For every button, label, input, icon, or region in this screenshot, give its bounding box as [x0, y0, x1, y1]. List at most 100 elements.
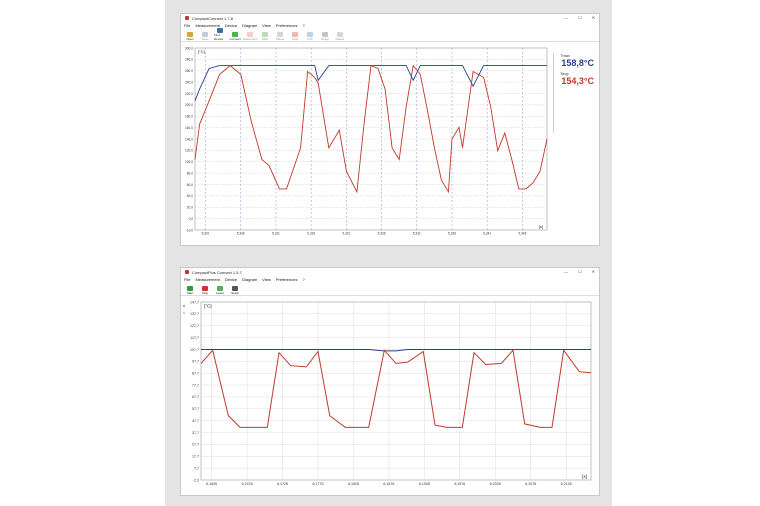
y-tick-label: 47,7 [192, 419, 199, 423]
menu-measurement[interactable]: Measurement [195, 277, 220, 282]
y-tick-label: 87,7 [192, 372, 199, 376]
connect-icon [232, 32, 238, 37]
series-max-line [201, 349, 591, 352]
compactconnect-window: CompactConnect 1.7.8 — ☐ ✕ File Measureme… [180, 13, 600, 246]
x-tick-label: 5,311 [272, 232, 280, 236]
y-tick-label: 140,0 [185, 137, 193, 141]
maximize-icon[interactable]: ☐ [578, 269, 582, 274]
menu-diagram[interactable]: Diagram [242, 277, 258, 282]
info-button[interactable]: Info [304, 32, 316, 41]
setup-button[interactable]: Setup [319, 32, 331, 41]
menu-preferences[interactable]: Preferences [275, 277, 298, 282]
toolbar-label: Connect [229, 37, 241, 41]
disconnect-icon [247, 32, 253, 37]
menu-help[interactable]: ? [302, 277, 305, 282]
menu-device[interactable]: Device [224, 277, 238, 282]
save-icon [202, 32, 208, 37]
y-tick-label: 77,7 [192, 383, 199, 387]
y-tick-label: 67,7 [192, 395, 199, 399]
toolbar-label: Stop [291, 37, 299, 41]
info-icon [307, 32, 313, 37]
stop-button[interactable]: Stop [289, 32, 301, 41]
plot-area [200, 301, 592, 481]
menu-file[interactable]: File [184, 277, 191, 282]
x-tick-label: 6,1826 [348, 482, 359, 486]
toolbar-label: Leave [215, 291, 225, 295]
delete-button[interactable]: Delete [334, 32, 346, 41]
menu-device[interactable]: Device [224, 23, 238, 28]
tmax-value: 158,8°C [561, 58, 594, 68]
menu-file[interactable]: File [184, 23, 191, 28]
y-unit-label: [°C] [198, 49, 205, 54]
x-tick-label: 5,301 [202, 232, 210, 236]
y-tick-label: 7,7 [194, 466, 199, 470]
find-device-button[interactable]: Find Device [214, 28, 226, 41]
title-bar: CompactPlus Connect 1.5.7 — ☐ ✕ [181, 268, 599, 276]
readout-panel: Tmax 158,8°C Tavg 154,3°C [553, 53, 598, 133]
setup-button[interactable]: Setup [229, 286, 241, 295]
y-tick-label: 80,0 [187, 171, 193, 175]
leave-button[interactable]: Leave [214, 286, 226, 295]
app-icon [185, 270, 189, 274]
toolbar-label: Find Device [214, 33, 224, 41]
close-icon[interactable]: ✕ [591, 269, 595, 274]
temperature-chart: 300,0 280,0 260,0 240,0 220,0 200,0 180,0 160,0… [185, 46, 548, 236]
compactplus-connect-window: CompactPlus Connect 1.5.7 — ☐ ✕ File Meas… [180, 267, 600, 496]
toolbar-label: Pause [275, 37, 285, 41]
find-device-icon [217, 28, 223, 33]
y-tick-label: 260,0 [185, 69, 193, 73]
maximize-icon[interactable]: ☐ [578, 15, 582, 20]
y-tick-label: 300,0 [185, 46, 193, 50]
leave-icon [217, 286, 223, 291]
x-tick-label: 6,1976 [454, 482, 465, 486]
menu-view[interactable]: View [262, 277, 271, 282]
pause-icon [277, 32, 283, 37]
pause-button[interactable]: Pause [274, 32, 286, 41]
y-tick-label: 117,7 [190, 336, 199, 340]
y-tick-label: 20,0 [187, 206, 193, 210]
x-tick-label: 6,2026 [490, 482, 501, 486]
x-tick-label: 6,1676 [242, 482, 253, 486]
y-tick-label: 120,0 [185, 149, 193, 153]
setup-icon [322, 32, 328, 37]
start-button[interactable]: Start [259, 32, 271, 41]
setup-icon [232, 286, 238, 291]
y-tick-label: -2,3 [193, 478, 199, 482]
menu-preferences[interactable]: Preferences [275, 23, 298, 28]
start-icon [187, 286, 193, 291]
plot-area [194, 47, 548, 231]
y-tick-label: 220,0 [185, 92, 193, 96]
close-icon[interactable]: ✕ [591, 15, 595, 20]
x-tick-label: 5,326 [378, 232, 386, 236]
y-tick-label: 147,7 [190, 300, 199, 304]
open-button[interactable]: Open [184, 32, 196, 41]
start-button[interactable]: Start [184, 286, 196, 295]
tmax-label: Tmax [560, 53, 570, 58]
x-tick-label: 5,306 [237, 232, 245, 236]
minimize-icon[interactable]: — [564, 15, 569, 20]
x-tick-label: 5,331 [413, 232, 421, 236]
y-tick-label: 37,7 [192, 431, 199, 435]
menu-view[interactable]: View [262, 23, 271, 28]
x-unit-label: [s] [582, 474, 587, 479]
toolbar-label: Setup [231, 291, 239, 295]
y-tick-label: 60,0 [187, 183, 193, 187]
y-tick-label: 240,0 [185, 80, 193, 84]
minimize-icon[interactable]: — [564, 269, 569, 274]
menu-diagram[interactable]: Diagram [242, 23, 258, 28]
save-button[interactable]: Save [199, 32, 211, 41]
y-tick-label: 180,0 [185, 115, 193, 119]
menu-help[interactable]: ? [302, 23, 305, 28]
toolbar-label: Info [307, 37, 313, 41]
toolbar-label: Start [261, 37, 269, 41]
zoom-icon[interactable]: ⊕ [182, 304, 186, 308]
window-title: CompactConnect 1.7.8 [192, 15, 233, 21]
toolbar-label: Open [186, 37, 194, 41]
toolbar-label: Start [186, 291, 194, 295]
folder-open-icon [187, 32, 193, 37]
pan-icon[interactable]: ⇕ [182, 311, 186, 315]
stop-button[interactable]: Stop [199, 286, 211, 295]
connect-button[interactable]: Connect [229, 32, 241, 41]
menu-measurement[interactable]: Measurement [195, 23, 220, 28]
disconnect-button[interactable]: Disconnect [243, 32, 257, 41]
